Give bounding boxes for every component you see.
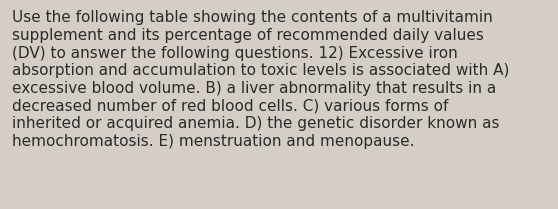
Text: Use the following table showing the contents of a multivitamin
supplement and it: Use the following table showing the cont…: [12, 10, 509, 149]
